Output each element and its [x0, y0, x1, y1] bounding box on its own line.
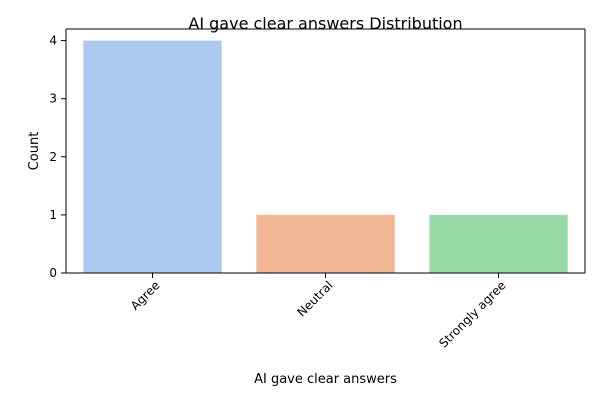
y-tick-label: 2 — [49, 150, 57, 164]
y-tick-label: 1 — [49, 208, 57, 222]
x-tick-label: Agree — [128, 278, 163, 313]
bar-neutral — [256, 214, 395, 273]
x-axis-label: AI gave clear answers — [254, 372, 397, 387]
y-tick-label: 0 — [49, 266, 57, 280]
y-tick-label: 3 — [49, 92, 57, 106]
x-tick-label: Strongly agree — [436, 278, 508, 350]
x-tick-label: Neutral — [294, 278, 335, 319]
y-tick-label: 4 — [49, 34, 57, 48]
plot-area — [83, 40, 568, 274]
chart-title: AI gave clear answers Distribution — [188, 14, 462, 33]
bar-agree — [83, 40, 222, 274]
y-axis-label: Count — [27, 132, 42, 171]
bar-strongly-agree — [429, 214, 568, 273]
